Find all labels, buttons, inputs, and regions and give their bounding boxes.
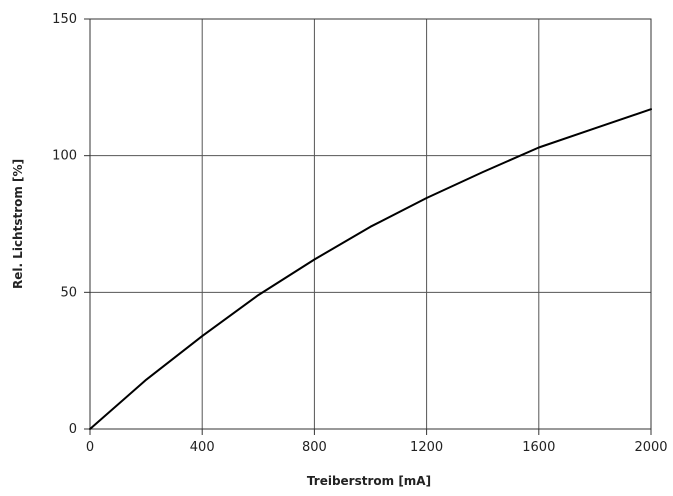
series-line: [89, 108, 652, 430]
series-layer: [89, 108, 652, 430]
x-tick-label: 800: [302, 440, 327, 455]
x-tick-label: 1600: [522, 440, 555, 455]
y-tick-label: 100: [52, 149, 77, 164]
x-tick-label: 1200: [410, 440, 443, 455]
grid: [90, 19, 651, 429]
x-tick-label: 0: [86, 440, 94, 455]
y-axis-title: Rel. Lichtstrom [%]: [11, 159, 25, 289]
y-tick-label: 150: [52, 12, 77, 27]
x-axis-title: Treiberstrom [mA]: [307, 474, 431, 488]
x-tick-label: 2000: [634, 440, 667, 455]
x-tick-label: 400: [190, 440, 215, 455]
y-tick-label: 50: [60, 285, 77, 300]
plot-border: [89, 18, 652, 430]
x-tick-labels: 0 400 800 1200 1600 2000: [86, 440, 668, 455]
y-tick-labels: 0 50 100 150: [52, 12, 77, 437]
y-tick-label: 0: [69, 422, 77, 437]
plot-frame: [84, 18, 652, 435]
